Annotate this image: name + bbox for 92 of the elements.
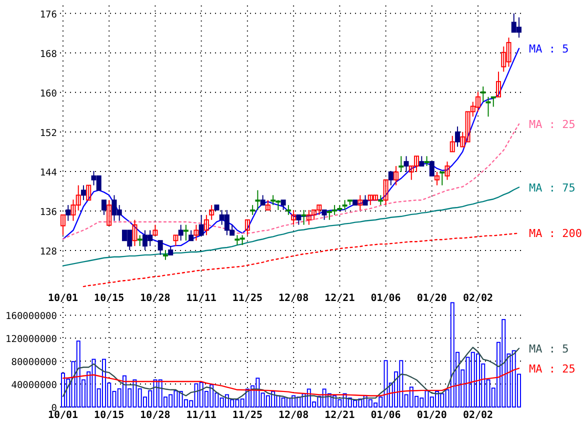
candlestick bbox=[66, 204, 71, 222]
series-label: MA : 200 bbox=[529, 227, 582, 240]
candlestick bbox=[480, 86, 486, 102]
candlestick bbox=[286, 204, 291, 216]
y-tick-label: 120000000 bbox=[6, 334, 58, 346]
y-tick-label: 160 bbox=[40, 88, 58, 100]
candlestick bbox=[394, 166, 399, 186]
candlestick bbox=[378, 194, 384, 206]
y-tick-label: 160000000 bbox=[6, 311, 58, 322]
candlestick bbox=[429, 161, 434, 176]
x-tick-label: 11/11 bbox=[186, 410, 216, 421]
line-series bbox=[62, 123, 520, 240]
candlestick bbox=[250, 204, 256, 216]
x-tick-label: 10/15 bbox=[94, 293, 124, 304]
line-series bbox=[62, 346, 520, 400]
candlestick bbox=[388, 170, 394, 186]
candlestick bbox=[60, 214, 66, 236]
candlestick bbox=[322, 209, 327, 220]
candlestick bbox=[183, 224, 188, 242]
candlestick bbox=[209, 204, 214, 220]
series-label: MA : 5 bbox=[529, 42, 569, 56]
x-tick-label: 01/06 bbox=[370, 410, 401, 421]
candlestick bbox=[188, 230, 194, 242]
y-tick-label: 176 bbox=[40, 9, 58, 20]
x-tick-label: 02/02 bbox=[462, 410, 494, 421]
x-tick-label: 10/28 bbox=[140, 293, 170, 304]
y-tick-label: 144 bbox=[40, 167, 58, 178]
candlestick bbox=[296, 214, 302, 226]
x-tick-label: 01/06 bbox=[370, 293, 401, 304]
y-tick-label: 152 bbox=[40, 128, 57, 139]
candlestick bbox=[198, 214, 204, 236]
candlestick bbox=[444, 161, 450, 180]
candlestick bbox=[101, 200, 106, 216]
x-tick-label: 10/01 bbox=[48, 293, 78, 304]
series-label: MA : 25 bbox=[529, 118, 576, 132]
x-tick-label: 01/20 bbox=[416, 293, 447, 304]
x-tick-label: 10/28 bbox=[140, 410, 170, 421]
x-tick-label: 01/20 bbox=[416, 410, 447, 421]
candlestick bbox=[486, 96, 491, 118]
x-tick-label: 11/25 bbox=[232, 410, 263, 421]
candlestick bbox=[255, 190, 260, 210]
candlestick bbox=[450, 135, 455, 152]
y-tick-label: 80000000 bbox=[11, 357, 58, 368]
candlestick bbox=[490, 96, 496, 108]
y-tick-label: 168 bbox=[40, 48, 58, 60]
candlestick bbox=[398, 156, 404, 172]
candlestick bbox=[158, 240, 163, 256]
candlestick bbox=[106, 200, 112, 226]
x-tick-label: 12/08 bbox=[278, 410, 309, 421]
y-tick-label: 136 bbox=[40, 206, 58, 218]
candlestick bbox=[455, 126, 460, 148]
candlestick bbox=[137, 234, 142, 247]
candlestick bbox=[404, 156, 409, 172]
candlestick bbox=[265, 200, 270, 210]
series-label: MA : 75 bbox=[529, 181, 576, 194]
x-tick-label: 11/25 bbox=[232, 293, 263, 304]
candlestick bbox=[342, 200, 348, 210]
candlestick bbox=[132, 219, 138, 247]
candlestick bbox=[358, 194, 363, 210]
line-series bbox=[82, 232, 520, 288]
candlestick bbox=[383, 179, 388, 206]
candlestick bbox=[280, 200, 286, 210]
candlestick bbox=[496, 71, 502, 98]
candlestick bbox=[80, 184, 86, 201]
y-tick-label: 40000000 bbox=[11, 380, 58, 392]
candlestick bbox=[440, 171, 445, 186]
candlestick bbox=[362, 194, 368, 206]
y-tick-label: 128 bbox=[40, 246, 58, 258]
candlestick bbox=[86, 184, 92, 201]
x-tick-label: 12/21 bbox=[324, 410, 355, 421]
candlestick bbox=[178, 224, 184, 242]
x-tick-label: 12/08 bbox=[278, 293, 309, 304]
candlestick bbox=[162, 249, 168, 260]
candlestick bbox=[424, 156, 430, 167]
series-label: MA : 5 bbox=[529, 342, 569, 356]
candlestick bbox=[301, 209, 306, 226]
candlestick bbox=[419, 156, 424, 167]
candlestick bbox=[173, 234, 178, 247]
candlestick bbox=[194, 224, 199, 242]
candlestick bbox=[291, 209, 296, 226]
candlestick bbox=[152, 224, 158, 236]
candlestick bbox=[434, 171, 440, 186]
x-tick-label: 10/15 bbox=[94, 410, 124, 421]
line-series bbox=[62, 186, 520, 266]
candlestick bbox=[260, 194, 266, 206]
x-tick-label: 11/11 bbox=[186, 293, 216, 304]
candlestick bbox=[244, 219, 250, 236]
line-series bbox=[62, 368, 520, 396]
x-tick-label: 12/21 bbox=[324, 293, 355, 304]
series-label: MA : 25 bbox=[529, 362, 576, 376]
x-tick-label: 02/02 bbox=[462, 293, 494, 304]
candlestick bbox=[204, 214, 209, 236]
